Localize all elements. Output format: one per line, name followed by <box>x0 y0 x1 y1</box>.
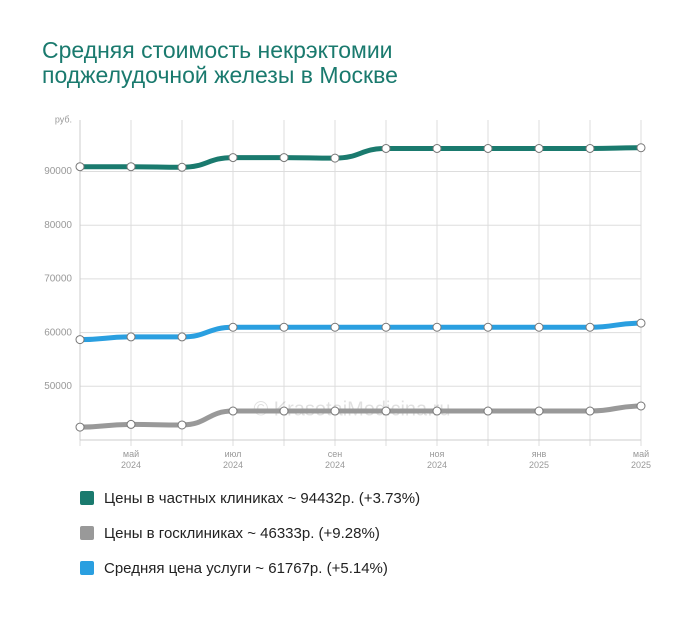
x-tick-label: июл 2024 <box>222 449 244 470</box>
y-tick-label: 70000 <box>44 274 72 285</box>
series-line <box>77 320 644 343</box>
point <box>126 332 136 342</box>
point <box>636 143 646 153</box>
point <box>585 406 595 416</box>
point <box>534 143 544 153</box>
legend-swatch <box>80 561 94 575</box>
point <box>228 406 238 416</box>
point <box>381 406 391 416</box>
point <box>330 153 340 163</box>
point <box>228 153 238 163</box>
point <box>432 322 442 332</box>
legend-label: Цены в частных клиниках ~ 94432р. (+3.73… <box>104 490 420 507</box>
point <box>483 322 493 332</box>
point <box>330 322 340 332</box>
point <box>75 422 85 432</box>
point <box>177 332 187 342</box>
point <box>483 406 493 416</box>
y-axis-label: руб. <box>55 114 72 124</box>
point <box>585 143 595 153</box>
point <box>126 162 136 172</box>
legend-swatch <box>80 526 94 540</box>
x-tick-label: янв 2025 <box>528 449 550 470</box>
point <box>432 143 442 153</box>
series-line <box>77 145 644 170</box>
point <box>636 401 646 411</box>
point <box>636 318 646 328</box>
legend-label: Средняя цена услуги ~ 61767р. (+5.14%) <box>104 560 388 577</box>
y-tick-label: 50000 <box>44 381 72 392</box>
point <box>279 406 289 416</box>
point <box>279 322 289 332</box>
x-tick-label: сен 2024 <box>324 449 346 470</box>
y-tick-label: 80000 <box>44 220 72 231</box>
legend-swatch <box>80 491 94 505</box>
point <box>432 406 442 416</box>
point <box>177 420 187 430</box>
y-tick-label: 90000 <box>44 166 72 177</box>
point <box>381 322 391 332</box>
x-tick-label: май 2025 <box>630 449 652 470</box>
x-tick-label: май 2024 <box>120 449 142 470</box>
point <box>177 162 187 172</box>
chart-title: Средняя стоимость некрэктомии поджелудоч… <box>42 37 398 88</box>
y-tick-label: 60000 <box>44 327 72 338</box>
point <box>381 143 391 153</box>
point <box>330 406 340 416</box>
legend-label: Цены в госклиниках ~ 46333р. (+9.28%) <box>104 525 380 542</box>
point <box>75 162 85 172</box>
point <box>75 335 85 345</box>
point <box>279 153 289 163</box>
point <box>534 406 544 416</box>
point <box>534 322 544 332</box>
point <box>228 322 238 332</box>
point <box>585 322 595 332</box>
x-tick-label: ноя 2024 <box>426 449 448 470</box>
point <box>483 143 493 153</box>
point <box>126 419 136 429</box>
